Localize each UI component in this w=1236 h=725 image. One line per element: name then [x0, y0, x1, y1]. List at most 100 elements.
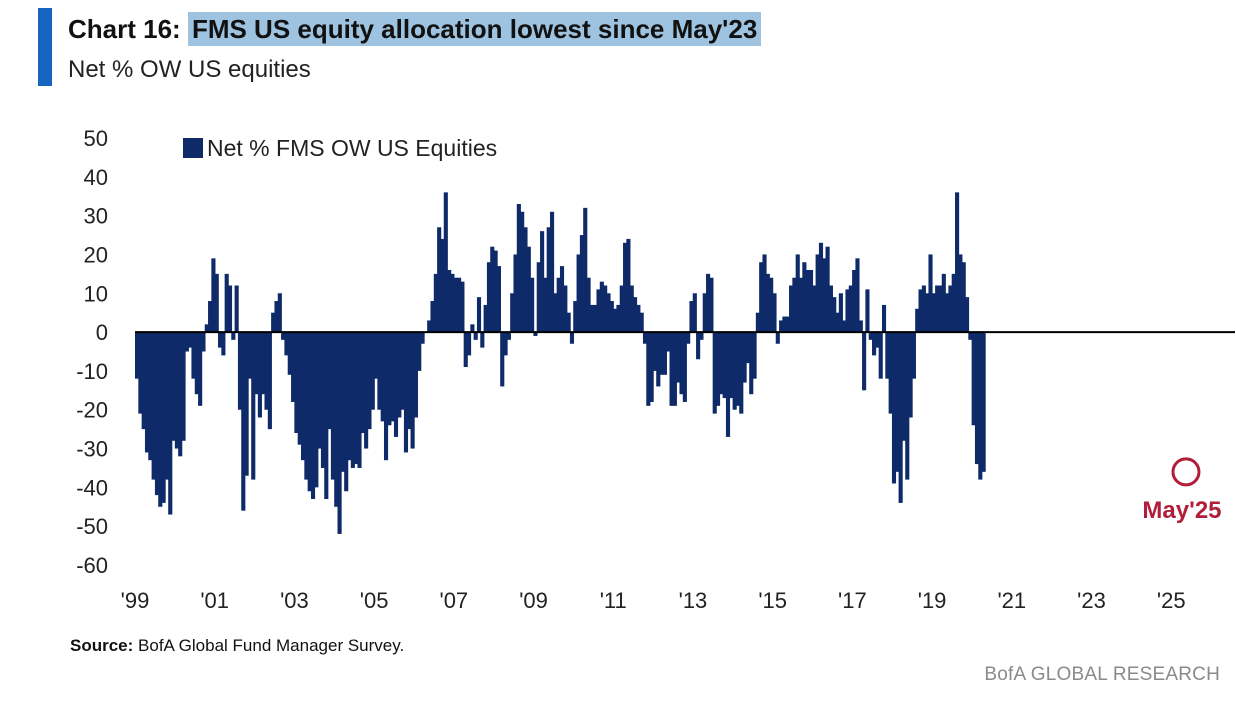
y-tick-label: -10: [76, 359, 108, 384]
x-tick-label: '25: [1157, 588, 1186, 613]
bar: [649, 332, 654, 402]
bar: [493, 250, 498, 333]
bar: [586, 277, 591, 333]
bar: [171, 332, 176, 441]
y-tick-label: 40: [84, 165, 108, 190]
bar: [613, 308, 618, 333]
bar: [725, 332, 731, 437]
bar: [789, 285, 794, 333]
x-tick-label: '15: [758, 588, 787, 613]
bar: [357, 332, 362, 468]
bar: [719, 332, 724, 395]
bar: [380, 332, 385, 422]
bar: [908, 332, 913, 418]
bar: [852, 269, 857, 333]
bar: [672, 332, 677, 406]
bar: [779, 320, 784, 333]
y-tick-label: 20: [84, 242, 108, 267]
bar: [872, 332, 877, 356]
bar: [350, 332, 355, 468]
bar: [267, 332, 272, 430]
bar: [317, 332, 322, 449]
bar: [271, 312, 276, 333]
bar: [453, 277, 458, 333]
bar: [921, 285, 926, 333]
bar: [151, 332, 156, 480]
x-tick-label: '07: [440, 588, 469, 613]
bar: [802, 262, 807, 333]
bar: [188, 332, 193, 348]
x-tick-label: '03: [280, 588, 309, 613]
bar: [496, 266, 501, 333]
bar: [506, 332, 511, 340]
bar: [218, 332, 223, 348]
bar: [400, 332, 405, 410]
x-tick-label: '11: [600, 588, 627, 613]
bar: [277, 293, 282, 333]
y-tick-label: -30: [76, 437, 108, 462]
bar: [742, 332, 747, 383]
bar: [862, 332, 867, 391]
bar: [135, 332, 140, 379]
bar: [945, 293, 950, 333]
bar: [642, 332, 648, 344]
chart-subtitle: Net % OW US equities: [68, 56, 311, 83]
bar: [211, 258, 216, 333]
bar: [138, 332, 143, 414]
bar: [490, 246, 495, 333]
bar: [221, 332, 226, 356]
bar: [367, 332, 372, 430]
bar: [978, 332, 983, 480]
bar: [888, 332, 893, 414]
bar: [161, 332, 166, 503]
bar: [297, 332, 302, 445]
bar: [340, 332, 345, 472]
x-tick-label: '99: [121, 588, 150, 613]
bar: [407, 332, 412, 430]
bar: [148, 332, 153, 461]
bar: [516, 203, 521, 333]
bar: [540, 231, 545, 333]
bar: [616, 304, 621, 333]
bar: [480, 332, 485, 348]
y-axis: 50 40 30 20 10 0 -10 -20 -30 -40 -50 -60: [76, 126, 108, 578]
bar: [208, 301, 213, 333]
bar: [370, 332, 375, 410]
bar: [500, 332, 505, 387]
y-tick-label: -50: [76, 514, 108, 539]
bar: [682, 332, 687, 402]
bar: [752, 332, 757, 379]
bar: [958, 254, 963, 333]
bar: [254, 332, 259, 395]
bar: [457, 277, 462, 333]
highlight-circle: [1171, 457, 1201, 487]
bar: [443, 192, 448, 333]
bar: [307, 332, 312, 492]
bar: [387, 332, 392, 426]
bar: [556, 277, 561, 333]
bar: [403, 332, 409, 453]
bar: [397, 332, 402, 418]
bar: [450, 273, 455, 333]
bar: [241, 332, 246, 511]
bar: [931, 293, 936, 333]
bar: [915, 308, 920, 333]
y-tick-label: -20: [76, 398, 108, 423]
bar: [284, 332, 289, 356]
bar: [261, 332, 266, 395]
bar: [460, 281, 465, 333]
bar: [593, 304, 598, 333]
bar: [828, 285, 833, 333]
bar: [523, 227, 528, 333]
bar: [928, 254, 933, 333]
bar: [374, 332, 379, 379]
bar: [676, 332, 681, 383]
bar: [603, 285, 608, 333]
bar: [646, 332, 651, 406]
bar: [579, 235, 584, 333]
bar: [420, 332, 425, 344]
bar: [304, 332, 309, 480]
y-tick-label: -60: [76, 553, 108, 578]
bar: [553, 293, 558, 333]
bar: [327, 332, 332, 430]
